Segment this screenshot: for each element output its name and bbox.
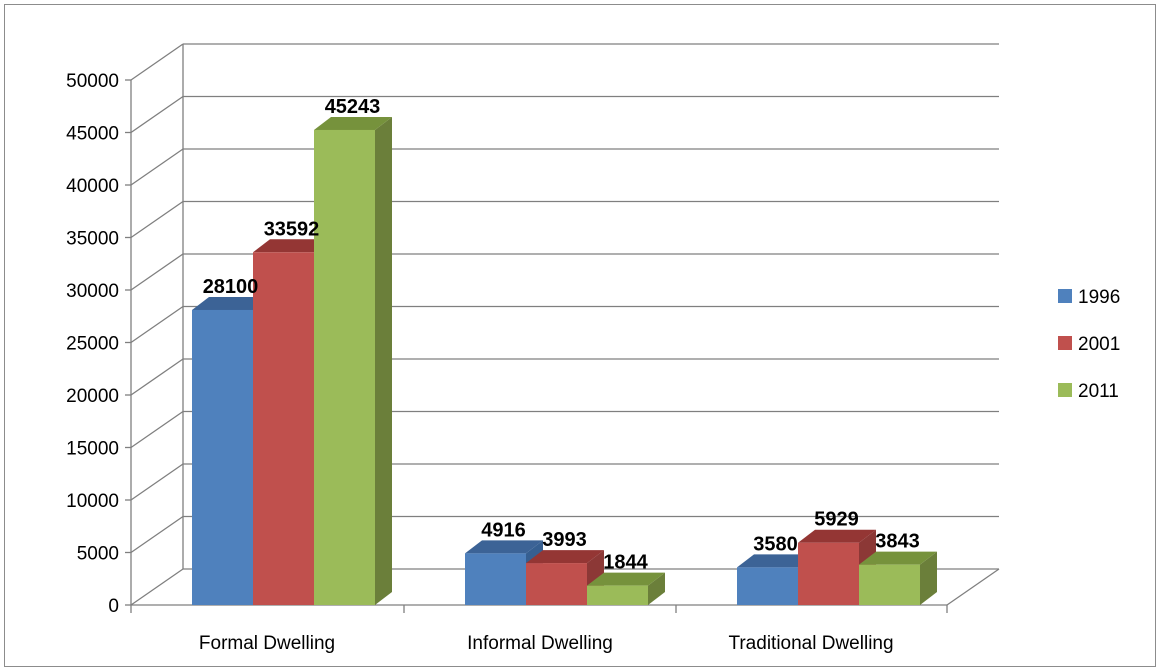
data-label: 5929 (814, 509, 859, 531)
data-label: 45243 (325, 96, 381, 118)
legend-swatch (1058, 289, 1072, 303)
bar-front (859, 564, 920, 605)
legend-label: 2011 (1078, 381, 1119, 402)
bar-side (648, 572, 665, 605)
y-tick-label: 35000 (66, 229, 119, 250)
bar-top (737, 554, 815, 568)
y-tick-label: 5000 (77, 544, 119, 565)
bar-front (798, 542, 859, 605)
gridline-side (130, 305, 184, 344)
y-tick-label: 40000 (66, 176, 119, 197)
y-tick-label: 25000 (66, 334, 119, 355)
bar-front (314, 129, 375, 606)
y-tick-label: 0 (108, 596, 119, 617)
bar-top (314, 116, 392, 130)
x-tick-labels: Formal Dwelling Informal Dwelling Traditio… (199, 633, 894, 654)
bar-front (587, 585, 648, 605)
y-tick-label: 30000 (66, 281, 119, 302)
gridline-side (130, 568, 184, 606)
legend-swatch (1058, 336, 1072, 350)
bar-top (253, 239, 331, 253)
y-tick-label: 15000 (66, 439, 119, 460)
y-tick-label: 50000 (66, 71, 119, 92)
bar-top (192, 296, 270, 310)
y-ticks: 0 5000 10000 15000 20000 25000 30000 35000 40000… (66, 71, 948, 617)
legend: 1996 2001 2011 (1058, 287, 1120, 402)
bar-front (526, 563, 587, 605)
bar-side (920, 551, 937, 605)
data-label: 28100 (203, 276, 259, 298)
floor-edge (946, 568, 1000, 606)
gridline-side (130, 200, 184, 239)
x-tick-label: Formal Dwelling (199, 633, 335, 654)
bar-front (737, 567, 798, 605)
gridline-side (130, 515, 184, 554)
legend-item: 2001 (1058, 334, 1120, 355)
gridline-side (130, 148, 184, 186)
gridline-side (130, 358, 184, 396)
y-tick-label: 10000 (66, 491, 119, 512)
data-labels: 28100 33592 45243 4916 3993 1844 3580 5929 3843 (203, 96, 920, 574)
legend-swatch (1058, 383, 1072, 397)
legend-label: 2001 (1078, 334, 1120, 355)
data-label: 33592 (264, 218, 320, 240)
data-label: 3580 (753, 533, 798, 555)
bar-front (253, 252, 314, 605)
legend-label: 1996 (1078, 287, 1120, 308)
bar-top (587, 572, 665, 586)
y-tick-label: 20000 (66, 386, 119, 407)
bar-top (798, 529, 876, 543)
legend-item: 2011 (1058, 381, 1119, 402)
bar (859, 551, 937, 605)
gridline-side (130, 43, 184, 81)
bar-front (465, 553, 526, 605)
bar-front (192, 309, 253, 605)
data-label: 1844 (603, 552, 648, 574)
bar (587, 572, 665, 605)
gridline-side (130, 463, 184, 501)
data-label: 3993 (542, 529, 587, 551)
gridline-side (130, 95, 184, 134)
bar-side (375, 116, 392, 606)
legend-item: 1996 (1058, 287, 1120, 308)
x-tick-label: Informal Dwelling (467, 633, 613, 654)
gridline-side (130, 410, 184, 449)
gridline-side (130, 253, 184, 291)
x-tick-label: Traditional Dwelling (728, 633, 893, 654)
bar-top (859, 551, 937, 565)
bar-top (465, 540, 543, 554)
bar-top (526, 550, 604, 564)
data-label: 4916 (481, 519, 526, 541)
bars (192, 116, 937, 606)
data-label: 3843 (875, 531, 920, 553)
bar (314, 116, 392, 606)
y-tick-label: 45000 (66, 124, 119, 145)
